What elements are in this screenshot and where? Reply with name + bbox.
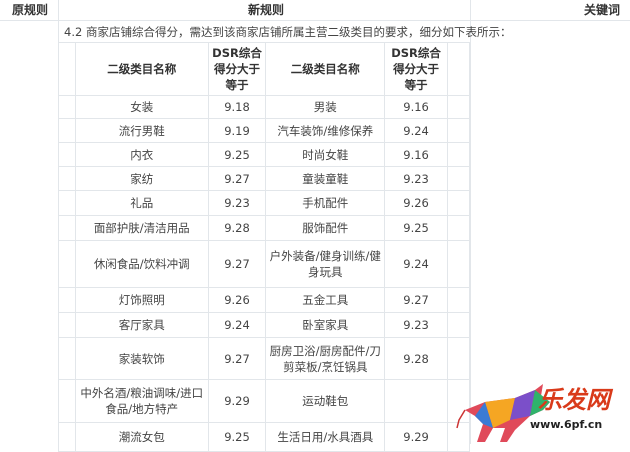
dsr-score: 9.23 (384, 312, 449, 338)
category-name: 面部护肤/清洁用品 (74, 215, 209, 241)
category-name: 家装软饰 (74, 337, 209, 380)
dsr-score: 9.28 (207, 215, 267, 241)
dsr-score: 9.28 (384, 337, 449, 380)
category-name: 卧室家具 (265, 312, 386, 338)
intro-text: 4.2 商家店铺综合得分，需达到该商家店铺所属主营二级类目的要求，细分如下表所示… (64, 25, 512, 39)
dsr-score: 9.25 (207, 422, 267, 452)
table-row: 中外名酒/粮油调味/进口食品/地方特产 9.29 运动鞋包 (58, 379, 470, 423)
dsr-score: 9.16 (384, 142, 449, 167)
category-name: 时尚女鞋 (265, 142, 386, 167)
category-name: 户外装备/健身训练/健身玩具 (265, 240, 386, 288)
dsr-score: 9.23 (384, 166, 449, 191)
category-name: 手机配件 (265, 190, 386, 216)
dsr-score: 9.26 (207, 287, 267, 313)
table-row: 潮流女包 9.25 生活日用/水具酒具 9.29 (58, 422, 470, 452)
dsr-score: 9.24 (384, 240, 449, 288)
table-row: 家装软饰 9.27 厨房卫浴/厨房配件/刀剪菜板/烹饪锅具 9.28 (58, 337, 470, 380)
table-row: 内衣 9.25 时尚女鞋 9.16 (58, 142, 470, 167)
category-name: 女装 (74, 95, 209, 119)
dsr-score (384, 379, 449, 423)
category-name: 童装童鞋 (265, 166, 386, 191)
dsr-score: 9.16 (384, 95, 449, 119)
category-name: 潮流女包 (74, 422, 209, 452)
dsr-table: 二级类目名称 DSR综合得分大于等于 二级类目名称 DSR综合得分大于等于 女装… (58, 42, 470, 452)
dsr-score: 9.27 (207, 337, 267, 380)
category-name: 服饰配件 (265, 215, 386, 241)
watermark-name: 乐发网 (538, 385, 610, 414)
category-name: 客厅家具 (74, 312, 209, 338)
divider (0, 20, 630, 21)
bull-logo (456, 384, 550, 442)
header-keywords: 关键词 (584, 3, 621, 17)
category-name: 五金工具 (265, 287, 386, 313)
dsr-score: 9.23 (207, 190, 267, 216)
divider (470, 0, 471, 444)
col-header: 二级类目名称 (265, 42, 386, 96)
dsr-score: 9.27 (207, 240, 267, 288)
dsr-score: 9.18 (207, 95, 267, 119)
dsr-score: 9.27 (207, 166, 267, 191)
category-name: 厨房卫浴/厨房配件/刀剪菜板/烹饪锅具 (265, 337, 386, 380)
header-original-rule: 原规则 (12, 3, 49, 17)
table-row: 面部护肤/清洁用品 9.28 服饰配件 9.25 (58, 215, 470, 241)
col-header: DSR综合得分大于等于 (384, 42, 449, 96)
category-name: 男装 (265, 95, 386, 119)
dsr-score: 9.29 (384, 422, 449, 452)
category-name: 礼品 (74, 190, 209, 216)
table-row: 流行男鞋 9.19 汽车装饰/维修保养 9.24 (58, 118, 470, 143)
dsr-score: 9.19 (207, 118, 267, 143)
category-name: 休闲食品/饮料冲调 (74, 240, 209, 288)
col-header: DSR综合得分大于等于 (207, 42, 267, 96)
table-row: 礼品 9.23 手机配件 9.26 (58, 190, 470, 216)
header-new-rule: 新规则 (248, 3, 285, 17)
category-name: 中外名酒/粮油调味/进口食品/地方特产 (74, 379, 209, 423)
dsr-score: 9.25 (384, 215, 449, 241)
dsr-score: 9.24 (384, 118, 449, 143)
table-row: 灯饰照明 9.26 五金工具 9.27 (58, 287, 470, 313)
table-row: 休闲食品/饮料冲调 9.27 户外装备/健身训练/健身玩具 9.24 (58, 240, 470, 288)
category-name: 家纺 (74, 166, 209, 191)
category-name: 内衣 (74, 142, 209, 167)
category-name: 运动鞋包 (265, 379, 386, 423)
dsr-score: 9.24 (207, 312, 267, 338)
table-row: 客厅家具 9.24 卧室家具 9.23 (58, 312, 470, 338)
category-name: 灯饰照明 (74, 287, 209, 313)
watermark-url: www.6pf.cn (530, 418, 603, 431)
dsr-score: 9.29 (207, 379, 267, 423)
col-header: 二级类目名称 (74, 42, 209, 96)
dsr-score: 9.27 (384, 287, 449, 313)
table-header-row: 二级类目名称 DSR综合得分大于等于 二级类目名称 DSR综合得分大于等于 (58, 42, 470, 96)
dsr-score: 9.26 (384, 190, 449, 216)
category-name: 生活日用/水具酒具 (265, 422, 386, 452)
table-row: 家纺 9.27 童装童鞋 9.23 (58, 166, 470, 191)
dsr-score: 9.25 (207, 142, 267, 167)
category-name: 流行男鞋 (74, 118, 209, 143)
table-row: 女装 9.18 男装 9.16 (58, 95, 470, 119)
category-name: 汽车装饰/维修保养 (265, 118, 386, 143)
